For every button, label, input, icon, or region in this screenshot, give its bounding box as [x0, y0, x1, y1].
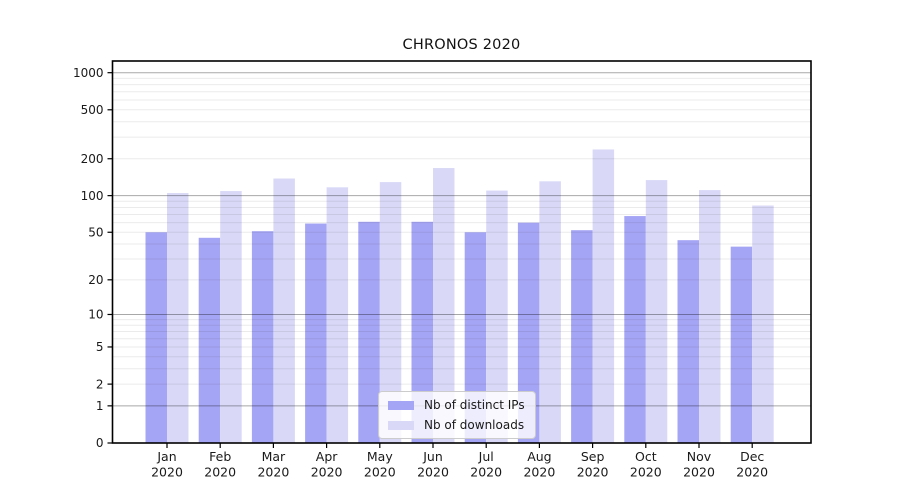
- x-tick-label: May 2020: [364, 449, 396, 480]
- bar-downloads: [220, 191, 242, 443]
- distinct-ips-swatch-icon: [388, 400, 414, 410]
- bar-downloads: [379, 182, 402, 443]
- bar-downloads: [486, 190, 508, 443]
- bar-downloads: [167, 193, 189, 443]
- bar-distinct-ips: [198, 237, 221, 443]
- chart-legend: Nb of distinct IPs Nb of downloads: [378, 391, 536, 439]
- bar-downloads: [592, 149, 615, 443]
- bar-downloads: [326, 187, 349, 443]
- bar-distinct-ips: [358, 221, 380, 443]
- downloads-swatch-icon: [388, 420, 414, 430]
- bar-distinct-ips: [730, 246, 753, 443]
- x-tick-label: Mar 2020: [257, 449, 289, 480]
- bar-downloads: [433, 168, 455, 444]
- y-tick-label: 5: [96, 340, 104, 354]
- x-tick-label: Sep 2020: [577, 449, 609, 480]
- y-tick-label: 100: [81, 189, 104, 203]
- bar-distinct-ips: [517, 222, 540, 443]
- x-tick-label: Jul 2020: [470, 449, 502, 480]
- y-tick-label: 1000: [73, 66, 104, 80]
- y-tick-label: 500: [81, 103, 104, 117]
- x-tick-label: Aug 2020: [523, 449, 555, 480]
- x-tick-label: Feb 2020: [204, 449, 236, 480]
- bar-distinct-ips: [624, 216, 646, 443]
- x-tick-label: Jun 2020: [417, 449, 449, 480]
- chart-title: CHRONOS 2020: [402, 37, 521, 53]
- bar-downloads: [539, 181, 561, 444]
- bar-distinct-ips: [571, 230, 593, 443]
- y-tick-label: 10: [88, 308, 103, 322]
- x-tick-label: Dec 2020: [736, 449, 768, 480]
- x-tick-label: Jan 2020: [151, 449, 183, 480]
- bar-downloads: [645, 180, 668, 443]
- bar-distinct-ips: [677, 240, 699, 443]
- bar-distinct-ips: [251, 231, 274, 443]
- y-tick-label: 20: [88, 273, 103, 287]
- y-tick-label: 200: [81, 152, 104, 166]
- y-tick-label: 1: [96, 399, 104, 413]
- legend-label-distinct-ips: Nb of distinct IPs: [424, 398, 525, 412]
- bar-distinct-ips: [305, 223, 327, 443]
- legend-item-downloads: Nb of downloads: [388, 418, 525, 432]
- x-tick-label: Nov 2020: [683, 449, 715, 480]
- legend-label-downloads: Nb of downloads: [424, 418, 525, 432]
- bar-downloads: [273, 178, 295, 443]
- bar-distinct-ips: [145, 232, 167, 443]
- bar-distinct-ips: [411, 221, 433, 443]
- bar-downloads: [699, 190, 721, 443]
- legend-item-distinct-ips: Nb of distinct IPs: [388, 398, 525, 412]
- x-tick-label: Apr 2020: [311, 449, 343, 480]
- x-tick-label: Oct 2020: [630, 449, 662, 480]
- y-tick-label: 0: [96, 436, 104, 450]
- bar-distinct-ips: [464, 232, 487, 443]
- plot-border: [111, 60, 812, 444]
- y-tick-label: 2: [96, 377, 104, 391]
- y-tick-label: 50: [88, 225, 103, 239]
- bar-downloads: [752, 205, 774, 443]
